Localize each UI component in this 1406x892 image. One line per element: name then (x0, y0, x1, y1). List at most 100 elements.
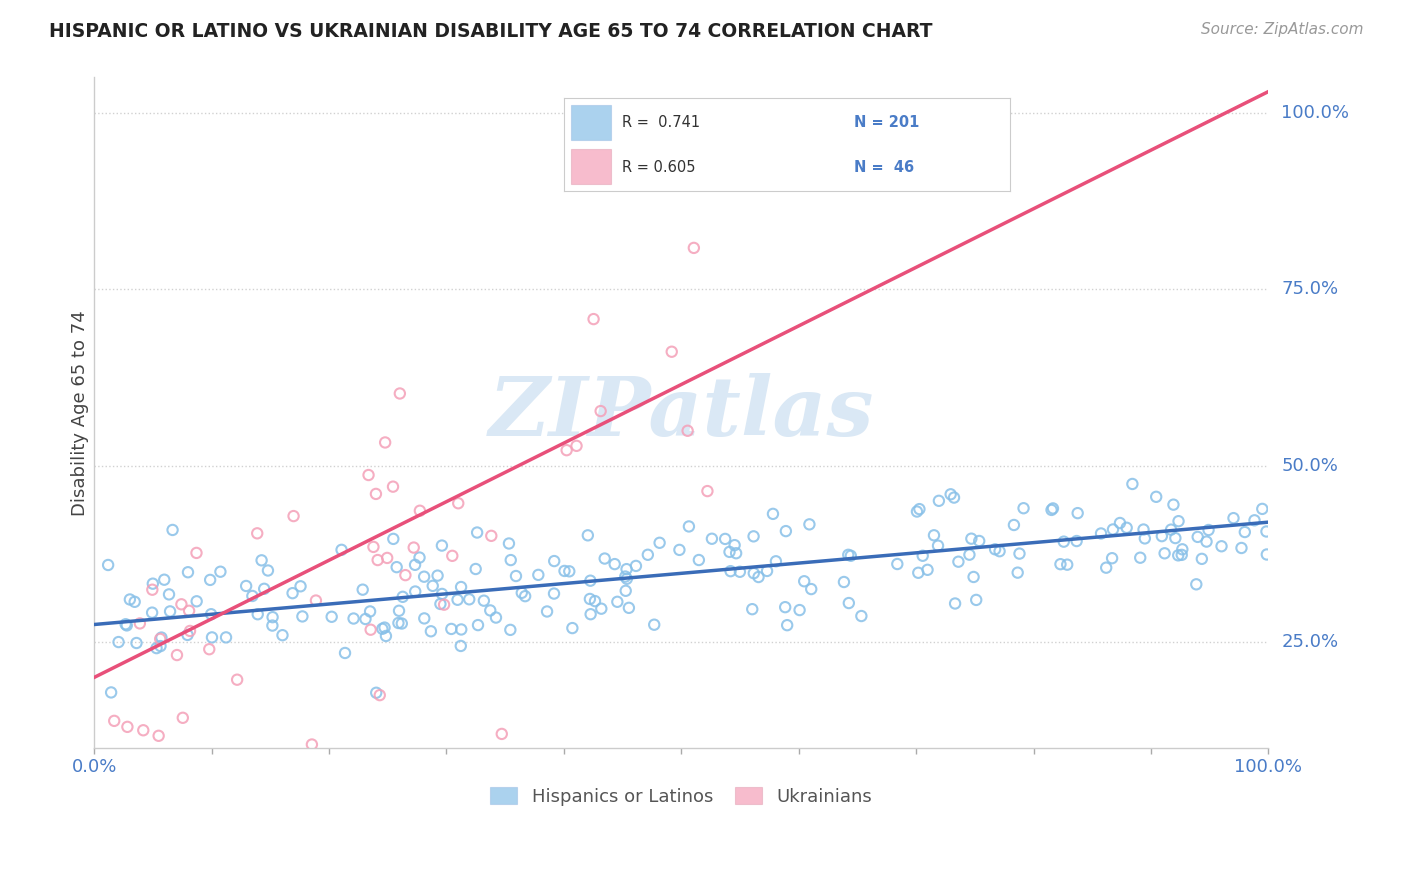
Point (756, 564, 779, 578)
Point (148, 729, 170, 743)
Point (762, 507, 785, 521)
Point (465, 525, 488, 540)
Legend: Hispanics or Latinos, Ukrainians: Hispanics or Latinos, Ukrainians (484, 780, 879, 813)
Point (1040, 503, 1063, 517)
Point (176, 628, 198, 642)
Point (450, 639, 472, 653)
Point (536, 605, 558, 619)
Point (107, 635, 129, 649)
Point (558, 564, 581, 578)
Point (100, 685, 122, 699)
Point (186, 546, 208, 560)
Point (262, 618, 284, 632)
Point (527, 568, 550, 582)
Point (943, 597, 966, 611)
Point (676, 424, 699, 438)
Point (499, 623, 522, 637)
Point (565, 439, 588, 453)
Point (491, 727, 513, 741)
Point (579, 607, 602, 622)
Point (162, 523, 184, 537)
Point (145, 641, 167, 656)
Point (908, 502, 931, 516)
Point (988, 544, 1011, 558)
Point (837, 548, 859, 562)
Point (240, 589, 263, 603)
Text: 75.0%: 75.0% (1281, 280, 1339, 298)
Point (404, 584, 426, 599)
Point (374, 621, 396, 635)
Point (498, 536, 520, 550)
Point (742, 529, 765, 543)
Point (832, 574, 855, 589)
Y-axis label: Disability Age 65 to 74: Disability Age 65 to 74 (72, 310, 89, 516)
Point (103, 714, 125, 728)
Point (553, 564, 575, 578)
Point (281, 586, 304, 600)
Point (648, 536, 671, 550)
Point (616, 562, 638, 576)
Point (388, 386, 411, 401)
Point (967, 533, 990, 548)
Point (408, 550, 430, 565)
Point (253, 582, 276, 596)
Point (907, 566, 929, 580)
Point (1090, 526, 1112, 541)
Point (430, 539, 453, 553)
Point (485, 610, 508, 624)
Point (747, 570, 769, 584)
Point (429, 597, 451, 611)
Point (917, 563, 939, 577)
Point (375, 550, 398, 565)
Point (1163, 498, 1185, 512)
Point (172, 711, 194, 725)
Point (1256, 524, 1278, 539)
Point (579, 591, 602, 606)
Point (321, 609, 343, 624)
Point (606, 595, 628, 609)
Point (1002, 518, 1025, 533)
Point (499, 553, 522, 567)
Point (352, 582, 374, 597)
Point (793, 574, 815, 589)
Point (97, 558, 120, 572)
Point (1256, 548, 1278, 562)
Point (696, 484, 718, 499)
Point (1164, 531, 1187, 545)
Point (700, 532, 723, 546)
Point (235, 579, 257, 593)
Point (742, 566, 765, 581)
Point (1150, 529, 1173, 543)
Point (430, 587, 453, 601)
Point (723, 538, 745, 552)
Point (283, 509, 305, 524)
Point (159, 604, 181, 618)
Point (141, 606, 163, 620)
Point (775, 524, 797, 538)
Point (114, 617, 136, 632)
Point (354, 612, 377, 626)
Point (1251, 502, 1274, 516)
Point (450, 580, 472, 594)
Point (333, 646, 356, 660)
Point (1222, 511, 1244, 525)
Point (984, 542, 1007, 557)
Point (589, 404, 612, 418)
Point (413, 570, 436, 584)
Point (363, 540, 385, 554)
Point (1133, 532, 1156, 546)
Point (1129, 550, 1152, 565)
Point (157, 587, 180, 601)
Point (166, 648, 188, 662)
Point (911, 549, 934, 563)
Point (614, 569, 637, 583)
Point (402, 541, 425, 555)
Point (543, 554, 565, 568)
Point (591, 601, 613, 615)
Text: Source: ZipAtlas.com: Source: ZipAtlas.com (1201, 22, 1364, 37)
Point (149, 632, 172, 646)
Point (1095, 560, 1118, 574)
Point (472, 593, 495, 607)
Point (1167, 514, 1189, 528)
Point (1167, 549, 1189, 563)
